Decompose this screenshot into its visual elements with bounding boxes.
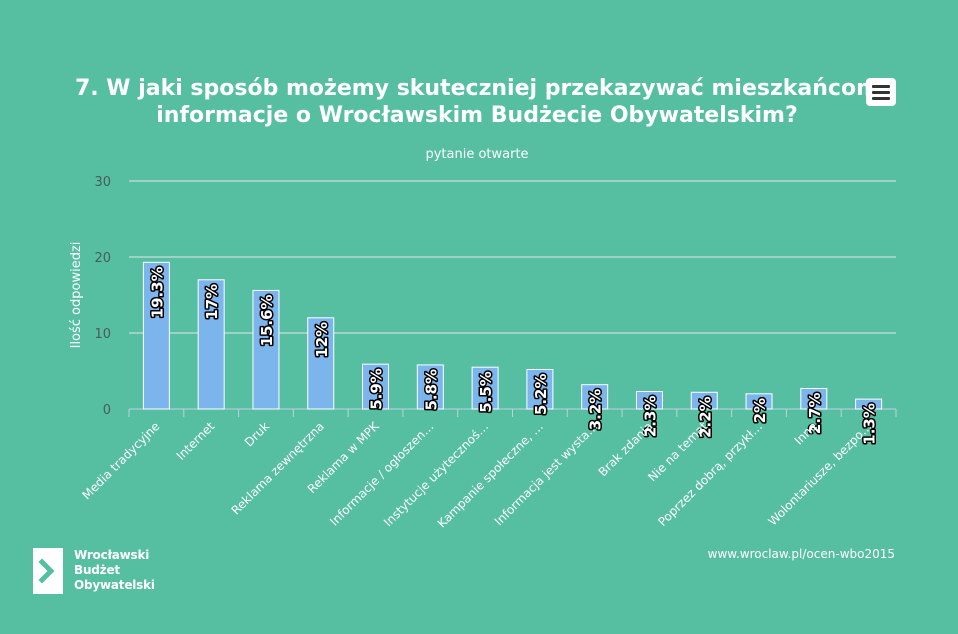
data-label: 19.3% — [148, 266, 166, 318]
y-tick-label: 0 — [103, 403, 111, 418]
data-label: 2.3% — [641, 396, 659, 438]
data-label: 5.9% — [368, 368, 386, 410]
data-label: 5.8% — [422, 369, 440, 411]
data-label: 15.6% — [258, 294, 276, 346]
bars — [142, 261, 883, 410]
logo-line: Budżet — [74, 563, 120, 577]
bar[interactable] — [800, 387, 828, 410]
x-tick-label: Wolontariusze, bezpo… — [765, 419, 874, 528]
bar[interactable] — [142, 261, 170, 410]
hamburger-menu-icon[interactable] — [866, 78, 896, 106]
y-axis-label: Ilość odpowiedzi — [69, 242, 84, 349]
data-label: 17% — [203, 284, 221, 320]
chevron-right-icon — [33, 548, 63, 594]
bar[interactable] — [855, 398, 883, 410]
bar[interactable] — [745, 393, 773, 410]
bar[interactable] — [690, 391, 718, 410]
data-label: 2.2% — [696, 396, 714, 438]
menu-bar — [872, 84, 890, 88]
x-tick-label: Druk — [242, 419, 272, 449]
credit-link[interactable]: www.wroclaw.pl/ocen-wbo2015 — [708, 547, 895, 561]
data-label: 5.2% — [532, 373, 550, 415]
bar[interactable] — [362, 363, 390, 410]
bar[interactable] — [581, 384, 609, 410]
x-tick-label: Informacje / ogłoszen… — [327, 419, 436, 528]
x-tick-label: Informacja jest wysta… — [492, 419, 601, 528]
chart-title-line-1: 7. W jaki sposób możemy skuteczniej prze… — [75, 76, 879, 101]
bar[interactable] — [197, 279, 225, 410]
x-tick-label: Instytucje użytecznoś… — [381, 419, 491, 529]
data-label: 5.5% — [477, 371, 495, 413]
chart-subtitle: pytanie otwarte — [425, 147, 528, 162]
data-label: 2% — [751, 398, 769, 423]
bar[interactable] — [252, 289, 280, 410]
wbo-logo: Wrocławski Budżet Obywatelski — [33, 548, 155, 594]
data-label: 1.3% — [861, 403, 879, 445]
bar[interactable] — [471, 366, 499, 410]
y-tick-label: 20 — [94, 251, 111, 266]
logo-line: Obywatelski — [74, 578, 155, 592]
chart-title-line-2: informacje o Wrocławskim Budżecie Obywat… — [156, 103, 797, 128]
bar[interactable] — [416, 364, 444, 410]
x-tick-label: Internet — [174, 419, 218, 463]
y-tick-label: 10 — [94, 327, 111, 342]
data-labels: 19.3% 17% 15.6% 12% 5.9% 5.8% 5.5% 5.2% 3.2% 2.3%… — [147, 265, 880, 446]
data-label: 2.7% — [806, 392, 824, 434]
bar[interactable] — [526, 368, 554, 410]
chart-title: 7. W jaki sposób możemy skuteczniej prze… — [75, 76, 879, 128]
y-tick-label: 30 — [94, 175, 111, 190]
menu-bar — [872, 90, 890, 94]
bar[interactable] — [635, 391, 663, 410]
x-tick-label: Media tradycyjne — [79, 419, 162, 502]
data-label: 3.2% — [587, 389, 605, 431]
x-tick-label: Reklama zewnętrzna — [229, 419, 327, 517]
x-tick-label: Kampanie społeczne, … — [435, 419, 546, 530]
menu-bar — [872, 96, 890, 100]
logo-line: Wrocławski — [74, 548, 150, 562]
data-label: 12% — [313, 322, 331, 358]
logo-text: Wrocławski Budżet Obywatelski — [74, 548, 155, 593]
bar[interactable] — [307, 317, 335, 410]
